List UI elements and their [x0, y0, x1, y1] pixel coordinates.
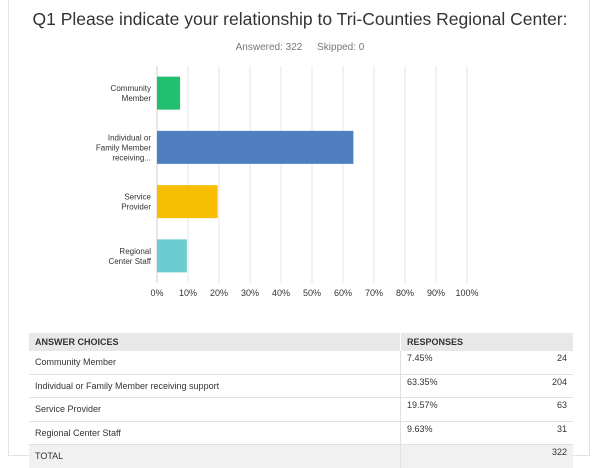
row-count: 24: [531, 351, 573, 375]
tick-label: 0%: [150, 288, 163, 298]
row-choice: Regional Center Staff: [29, 421, 401, 445]
tick-label: 90%: [427, 288, 445, 298]
row-percent: 7.45%: [400, 351, 531, 375]
tick-label: 10%: [179, 288, 197, 298]
bar: [157, 76, 181, 110]
row-percent: 9.63%: [400, 421, 531, 445]
row-choice: Service Provider: [29, 397, 401, 422]
total-row: TOTAL 322: [29, 444, 573, 468]
tick-label: 20%: [210, 288, 228, 298]
table-row: Service Provider 19.57% 63: [29, 397, 573, 422]
row-choice: Community Member: [29, 351, 401, 375]
tick-label: 70%: [365, 288, 383, 298]
row-count: 63: [531, 397, 573, 422]
row-percent: 63.35%: [400, 374, 531, 398]
tick-label: 50%: [303, 288, 321, 298]
header-responses: RESPONSES: [400, 333, 573, 351]
total-percent: [400, 444, 531, 468]
header-answer-choices: ANSWER CHOICES: [29, 333, 401, 351]
bar-chart: Community Member Individual or Family Membe…: [96, 66, 479, 298]
table-row: Community Member 7.45% 24: [29, 351, 573, 375]
responses-table: ANSWER CHOICES RESPONSES Community Membe…: [29, 333, 573, 468]
row-choice: Individual or Family Member receiving su…: [29, 374, 401, 398]
tick-label: 100%: [455, 288, 478, 298]
answered-count: Answered: 322: [235, 42, 303, 53]
bar: [157, 130, 354, 164]
question-title: Q1 Please indicate your relationship to …: [32, 9, 568, 29]
category-label: Regional Center Staff: [108, 247, 151, 266]
total-label: TOTAL: [29, 444, 401, 468]
skipped-count: Skipped: 0: [317, 42, 365, 53]
table-row: Regional Center Staff 9.63% 31: [29, 421, 573, 445]
tick-label: 80%: [396, 288, 414, 298]
response-stats: Answered: 322 Skipped: 0: [0, 42, 600, 53]
row-percent: 19.57%: [400, 397, 531, 422]
category-label: Community Member: [111, 84, 152, 103]
category-label: Individual or Family Member receiving...: [96, 133, 151, 162]
table-header-row: ANSWER CHOICES RESPONSES: [29, 333, 573, 351]
category-label: Service Provider: [121, 193, 151, 212]
tick-label: 40%: [272, 288, 290, 298]
total-count: 322: [531, 444, 573, 468]
bar: [157, 185, 218, 219]
table-row: Individual or Family Member receiving su…: [29, 374, 573, 398]
bar: [157, 239, 187, 273]
row-count: 204: [531, 374, 573, 398]
row-count: 31: [531, 421, 573, 445]
tick-label: 60%: [334, 288, 352, 298]
tick-label: 30%: [241, 288, 259, 298]
